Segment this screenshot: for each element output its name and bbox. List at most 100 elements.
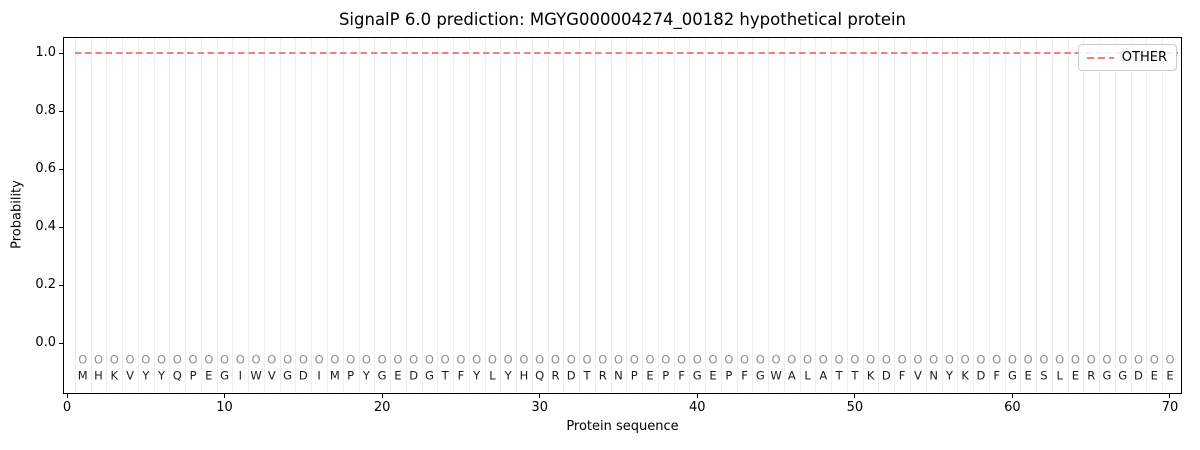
residue-letter: E (1071, 367, 1080, 382)
residue-marker: O (188, 352, 198, 367)
residue-letter: E (709, 367, 717, 382)
residue-gridline (326, 38, 328, 393)
residue-marker: O (361, 352, 371, 367)
y-tick-label: 0.8 (35, 102, 56, 118)
residue-letter: Y (362, 367, 370, 382)
residue-letter: G (755, 367, 765, 382)
residue-marker: O (850, 352, 860, 367)
residue-gridline (106, 38, 108, 393)
residue-letter: R (1087, 367, 1096, 382)
residue-gridline (468, 38, 470, 393)
residue-letter: A (787, 367, 796, 382)
x-axis-label: Protein sequence (566, 419, 679, 434)
residue-marker: O (1118, 352, 1128, 367)
y-tick-label: 0.0 (35, 334, 56, 350)
residue-marker: O (897, 352, 907, 367)
x-tick-label: 0 (62, 400, 72, 415)
residue-gridline (421, 38, 423, 393)
residue-marker: O (661, 352, 671, 367)
residue-marker: O (1133, 352, 1143, 367)
residue-letter: Q (535, 367, 545, 382)
residue-gridline (831, 38, 833, 393)
residue-letter: G (1118, 367, 1128, 382)
residue-marker: O (440, 352, 450, 367)
residue-gridline (705, 38, 707, 393)
x-tick-mark (66, 394, 68, 398)
residue-letter: H (519, 367, 529, 382)
residue-marker: O (141, 352, 151, 367)
residue-letter: N (929, 367, 938, 382)
residue-letter: D (566, 367, 576, 382)
residue-letter: G (377, 367, 387, 382)
residue-gridline (216, 38, 218, 393)
residue-gridline (531, 38, 533, 393)
residue-letter: D (881, 367, 891, 382)
residue-letter: P (189, 367, 197, 382)
y-tick-label: 0.6 (35, 160, 56, 176)
residue-gridline (137, 38, 139, 393)
residue-marker: O (409, 352, 419, 367)
residue-marker: O (267, 352, 277, 367)
residue-gridline (1130, 38, 1132, 393)
residue-marker: O (283, 352, 293, 367)
residue-marker: O (204, 352, 214, 367)
residue-letter: P (725, 367, 733, 382)
residue-gridline (1162, 38, 1164, 393)
residue-gridline (374, 38, 376, 393)
x-tick-mark (1169, 394, 1171, 398)
residue-gridline (500, 38, 502, 393)
residue-letter: G (1007, 367, 1017, 382)
residue-marker: O (740, 352, 750, 367)
residue-gridline (122, 38, 124, 393)
residue-marker: O (393, 352, 403, 367)
y-tick-mark (59, 284, 63, 286)
residue-gridline (594, 38, 596, 393)
residue-letter: M (329, 367, 340, 382)
residue-letter: E (394, 367, 402, 382)
legend: OTHER (1077, 44, 1177, 71)
residue-letter: K (866, 367, 875, 382)
x-tick-mark (539, 394, 541, 398)
x-tick-label: 60 (1004, 400, 1021, 415)
residue-letter: I (238, 367, 243, 382)
residue-letter: I (317, 367, 321, 382)
residue-letter: G (283, 367, 293, 382)
residue-gridline (1067, 38, 1069, 393)
residue-marker: O (724, 352, 734, 367)
x-tick-mark (1011, 394, 1013, 398)
residue-marker: O (125, 352, 135, 367)
residue-gridline (169, 38, 171, 393)
y-tick-mark (59, 342, 63, 344)
residue-letter: W (770, 367, 782, 382)
residue-letter: F (457, 367, 465, 382)
residue-letter: G (424, 367, 434, 382)
residue-gridline (232, 38, 234, 393)
residue-gridline (657, 38, 659, 393)
residue-letter: E (646, 367, 654, 382)
residue-gridline (752, 38, 754, 393)
residue-marker: O (692, 352, 702, 367)
residue-letter: Q (172, 367, 182, 382)
residue-letter: Y (504, 367, 512, 382)
residue-gridline (248, 38, 250, 393)
residue-letter: T (583, 367, 591, 382)
residue-gridline (311, 38, 313, 393)
residue-marker: O (550, 352, 560, 367)
residue-marker: O (866, 352, 876, 367)
residue-gridline (358, 38, 360, 393)
x-tick-label: 20 (373, 400, 391, 415)
residue-marker: O (535, 352, 545, 367)
y-tick-label: 1.0 (35, 44, 56, 60)
residue-gridline (453, 38, 455, 393)
residue-gridline (768, 38, 770, 393)
residue-letter: P (347, 367, 355, 382)
residue-letter: F (741, 367, 748, 382)
residue-letter: G (220, 367, 230, 382)
residue-gridline (516, 38, 518, 393)
residue-marker: O (456, 352, 466, 367)
residue-letter: G (692, 367, 702, 382)
residue-letter: R (551, 367, 560, 382)
residue-letter: V (126, 367, 134, 382)
residue-letter: E (205, 367, 213, 382)
residue-gridline (547, 38, 549, 393)
